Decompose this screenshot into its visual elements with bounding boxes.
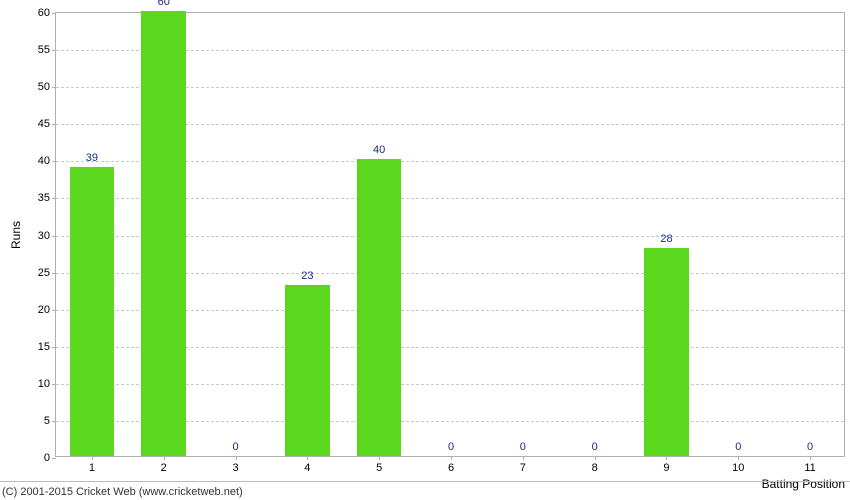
plot-area: 0510152025303540455055601392603042354060… [55, 12, 845, 457]
x-tick-label: 2 [161, 462, 167, 474]
x-tick-label: 1 [89, 462, 95, 474]
x-tick-mark [236, 456, 237, 460]
x-tick-label: 11 [804, 462, 815, 474]
y-tick-label: 40 [38, 155, 50, 167]
x-tick-mark [666, 456, 667, 460]
y-tick-mark [52, 273, 56, 274]
bar-value-label: 0 [807, 441, 813, 453]
x-tick-mark [738, 456, 739, 460]
x-tick-mark [307, 456, 308, 460]
bar [644, 248, 689, 456]
y-tick-mark [52, 124, 56, 125]
bar-value-label: 0 [520, 441, 526, 453]
y-tick-mark [52, 236, 56, 237]
bar [141, 11, 186, 456]
x-tick-mark [451, 456, 452, 460]
x-tick-mark [92, 456, 93, 460]
bar-value-label: 23 [301, 270, 313, 282]
x-axis-label: Batting Position [762, 477, 845, 491]
bar-value-label: 0 [232, 441, 238, 453]
chart-container: 0510152025303540455055601392603042354060… [0, 0, 850, 500]
x-tick-label: 5 [376, 462, 382, 474]
y-tick-mark [52, 50, 56, 51]
y-tick-mark [52, 347, 56, 348]
y-tick-mark [52, 458, 56, 459]
y-tick-label: 30 [38, 230, 50, 242]
x-tick-mark [523, 456, 524, 460]
footer-credit: (C) 2001-2015 Cricket Web (www.cricketwe… [2, 486, 243, 498]
bar-value-label: 0 [735, 441, 741, 453]
y-tick-label: 55 [38, 44, 50, 56]
bar-value-label: 0 [448, 441, 454, 453]
y-axis-label: Runs [9, 220, 23, 248]
y-tick-label: 20 [38, 304, 50, 316]
y-tick-mark [52, 384, 56, 385]
y-tick-label: 25 [38, 267, 50, 279]
footer-divider [0, 481, 850, 482]
y-tick-mark [52, 198, 56, 199]
bar [70, 167, 115, 456]
x-tick-label: 9 [663, 462, 669, 474]
y-tick-mark [52, 87, 56, 88]
bar [357, 159, 402, 456]
y-tick-mark [52, 421, 56, 422]
x-tick-label: 6 [448, 462, 454, 474]
y-tick-label: 5 [44, 415, 50, 427]
y-tick-label: 15 [38, 341, 50, 353]
bar-value-label: 40 [373, 144, 385, 156]
y-tick-label: 0 [44, 452, 50, 464]
y-tick-label: 10 [38, 378, 50, 390]
x-tick-label: 7 [520, 462, 526, 474]
x-tick-label: 10 [732, 462, 744, 474]
x-tick-label: 4 [304, 462, 310, 474]
y-tick-mark [52, 13, 56, 14]
x-tick-label: 8 [592, 462, 598, 474]
y-tick-mark [52, 161, 56, 162]
y-tick-label: 50 [38, 81, 50, 93]
bar-value-label: 60 [158, 0, 170, 8]
y-tick-label: 60 [38, 7, 50, 19]
bar-value-label: 0 [592, 441, 598, 453]
x-tick-mark [595, 456, 596, 460]
x-tick-label: 3 [232, 462, 238, 474]
bar-value-label: 28 [660, 233, 672, 245]
x-tick-mark [164, 456, 165, 460]
bar-value-label: 39 [86, 152, 98, 164]
y-tick-label: 35 [38, 192, 50, 204]
y-tick-mark [52, 310, 56, 311]
bar [285, 285, 330, 456]
x-tick-mark [810, 456, 811, 460]
y-tick-label: 45 [38, 118, 50, 130]
x-tick-mark [379, 456, 380, 460]
